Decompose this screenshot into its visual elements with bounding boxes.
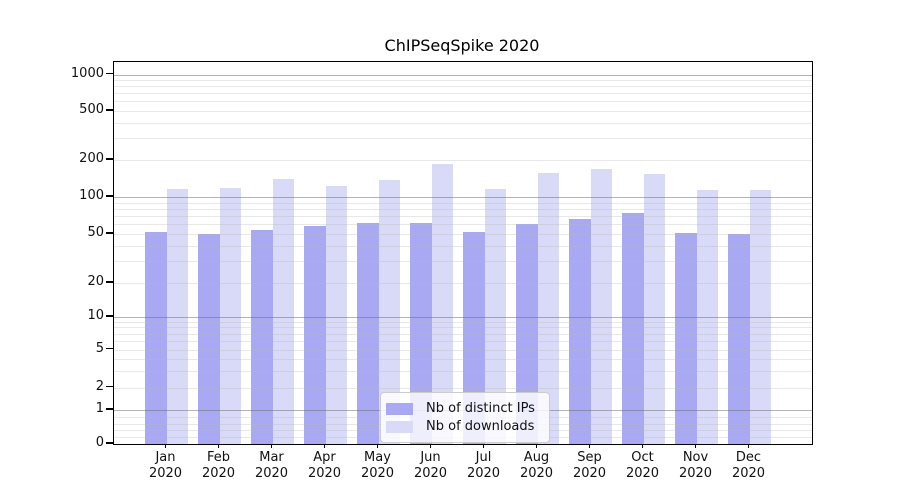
x-tick-label: Dec 2020 <box>731 450 766 481</box>
bar-downloads <box>484 189 506 444</box>
bar-distinct-ips <box>675 232 697 444</box>
x-tick-label: May 2020 <box>360 450 395 481</box>
y-tick-mark <box>106 347 113 350</box>
legend-label-distinct-ips: Nb of distinct IPs <box>426 401 535 416</box>
x-tick-mark <box>429 443 432 448</box>
y-tick-label: 2 <box>95 378 104 394</box>
legend-swatch-distinct-ips <box>386 402 413 415</box>
x-tick-mark <box>217 443 220 448</box>
bar-distinct-ips <box>198 234 220 444</box>
x-tick-mark <box>270 443 273 448</box>
x-tick-label: Apr 2020 <box>307 450 342 481</box>
y-tick-label: 200 <box>79 151 104 166</box>
x-tick-label: Nov 2020 <box>678 450 713 481</box>
x-tick-mark <box>535 443 538 448</box>
y-tick-mark <box>106 109 113 111</box>
x-tick-label: Jan 2020 <box>148 450 183 481</box>
legend-item-downloads: Nb of downloads <box>386 418 535 435</box>
bar-downloads <box>272 179 294 444</box>
legend-label-downloads: Nb of downloads <box>426 419 535 434</box>
bar-distinct-ips <box>145 231 167 444</box>
y-tick-mark <box>106 315 113 317</box>
x-tick-label: Feb 2020 <box>201 450 236 481</box>
y-tick-label: 20 <box>87 274 104 289</box>
y-tick-label: 0 <box>95 435 104 450</box>
bars-layer <box>114 62 812 444</box>
legend-item-distinct-ips: Nb of distinct IPs <box>386 400 535 417</box>
y-tick-mark <box>106 195 113 197</box>
bar-downloads <box>696 190 718 444</box>
bar-downloads <box>537 172 559 444</box>
bar-downloads <box>749 190 771 444</box>
x-tick-label: Sep 2020 <box>572 450 607 481</box>
x-tick-mark <box>482 443 485 448</box>
x-tick-mark <box>747 443 750 448</box>
x-tick-mark <box>694 443 697 448</box>
x-tick-label: Oct 2020 <box>625 450 660 481</box>
y-tick-label: 500 <box>79 102 104 117</box>
bar-distinct-ips <box>622 213 644 444</box>
bar-distinct-ips <box>516 224 538 444</box>
bar-distinct-ips <box>251 229 273 444</box>
bar-distinct-ips <box>728 234 750 444</box>
y-tick-mark <box>106 442 113 444</box>
plot-area: Nb of distinct IPs Nb of downloads <box>113 61 813 445</box>
y-tick-label: 1000 <box>70 65 104 81</box>
y-tick-label: 50 <box>87 225 104 240</box>
bar-distinct-ips <box>463 231 485 444</box>
x-tick-label: Aug 2020 <box>519 450 554 481</box>
bar-downloads <box>431 164 453 444</box>
x-tick-mark <box>376 443 379 448</box>
bar-distinct-ips <box>357 222 379 444</box>
x-tick-mark <box>323 443 326 448</box>
y-tick-mark <box>106 158 113 160</box>
x-tick-mark <box>641 443 644 448</box>
x-tick-mark <box>164 443 167 448</box>
y-tick-label: 5 <box>95 340 104 356</box>
bar-distinct-ips <box>304 226 326 444</box>
y-tick-label: 1 <box>95 401 104 416</box>
chart-title: ChIPSeqSpike 2020 <box>384 36 540 55</box>
x-tick-label: Jul 2020 <box>466 450 501 481</box>
y-tick-mark <box>106 281 113 283</box>
bar-downloads <box>166 189 188 444</box>
x-tick-label: Mar 2020 <box>254 450 289 481</box>
bar-downloads <box>219 187 241 444</box>
y-tick-mark <box>106 385 113 388</box>
x-tick-mark <box>588 443 591 448</box>
bar-downloads <box>590 168 612 444</box>
bar-downloads <box>643 173 665 444</box>
bar-downloads <box>378 179 400 444</box>
y-tick-mark <box>106 72 113 75</box>
x-tick-label: Jun 2020 <box>413 450 448 481</box>
y-tick-mark <box>106 232 113 234</box>
y-tick-label: 100 <box>79 188 104 203</box>
y-tick-mark <box>106 408 113 410</box>
bar-downloads <box>325 185 347 444</box>
y-tick-label: 10 <box>87 308 104 323</box>
bar-distinct-ips <box>569 219 591 444</box>
legend-swatch-downloads <box>386 420 413 433</box>
legend: Nb of distinct IPs Nb of downloads <box>380 392 550 443</box>
bar-distinct-ips <box>410 223 432 444</box>
